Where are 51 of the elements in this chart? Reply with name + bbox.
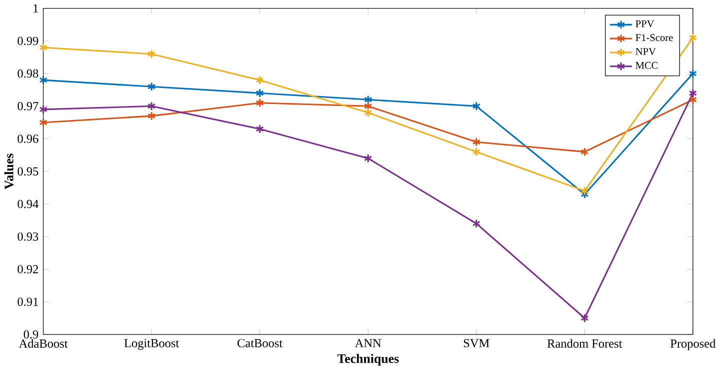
- point: [364, 95, 372, 104]
- y-tick-label: 0.91: [18, 298, 38, 306]
- y-tick-label: 0.98: [18, 69, 38, 78]
- x-tick-label: SVM: [464, 339, 490, 348]
- point: [39, 42, 48, 52]
- y-tick-label: 0.93: [18, 232, 38, 241]
- point: [580, 314, 589, 323]
- y-tick-label: 0.92: [18, 265, 38, 274]
- point: [147, 102, 156, 111]
- point: [688, 95, 698, 104]
- x-tick-label: Random Forest: [547, 339, 622, 348]
- point: [147, 82, 156, 92]
- y-tick-label: 0.95: [18, 167, 38, 176]
- point: [256, 124, 264, 134]
- point: [364, 154, 372, 164]
- point: [472, 137, 480, 147]
- point: [472, 102, 480, 111]
- x-tick-label: CatBoost: [238, 339, 283, 348]
- legend-label: NPV: [636, 48, 656, 56]
- legend-label: MCC: [636, 62, 658, 69]
- y-tick-label: 0.94: [18, 200, 38, 208]
- legend-label: F1-Score: [636, 34, 673, 42]
- point: [256, 98, 264, 108]
- point: [147, 49, 156, 59]
- x-tick-label: LogitBoost: [124, 339, 180, 350]
- point: [688, 88, 698, 98]
- y-tick-label: 0.96: [18, 134, 38, 143]
- y-tick-label: 0.9: [24, 330, 38, 339]
- point: [39, 75, 48, 85]
- x-axis-title: Techniques: [337, 354, 399, 366]
- point: [688, 33, 698, 42]
- point: [364, 102, 372, 111]
- y-axis-title: Values: [4, 154, 14, 190]
- point: [472, 218, 480, 228]
- point: [256, 88, 264, 98]
- y-tick-label: 1: [34, 4, 38, 12]
- point: [688, 68, 698, 78]
- point: [472, 147, 480, 156]
- x-tick-label: Proposed: [670, 339, 716, 350]
- y-tick-label: 0.97: [18, 102, 38, 110]
- point: [39, 104, 48, 114]
- point: [364, 108, 372, 118]
- legend-label: PPV: [636, 20, 654, 28]
- point: [580, 147, 589, 156]
- point: [580, 186, 589, 196]
- point: [39, 118, 48, 128]
- point: [147, 111, 156, 121]
- point: [256, 75, 264, 85]
- y-tick-label: 0.99: [18, 36, 38, 46]
- x-tick-label: AdaBoost: [18, 339, 68, 348]
- x-tick-label: ANN: [354, 339, 382, 348]
